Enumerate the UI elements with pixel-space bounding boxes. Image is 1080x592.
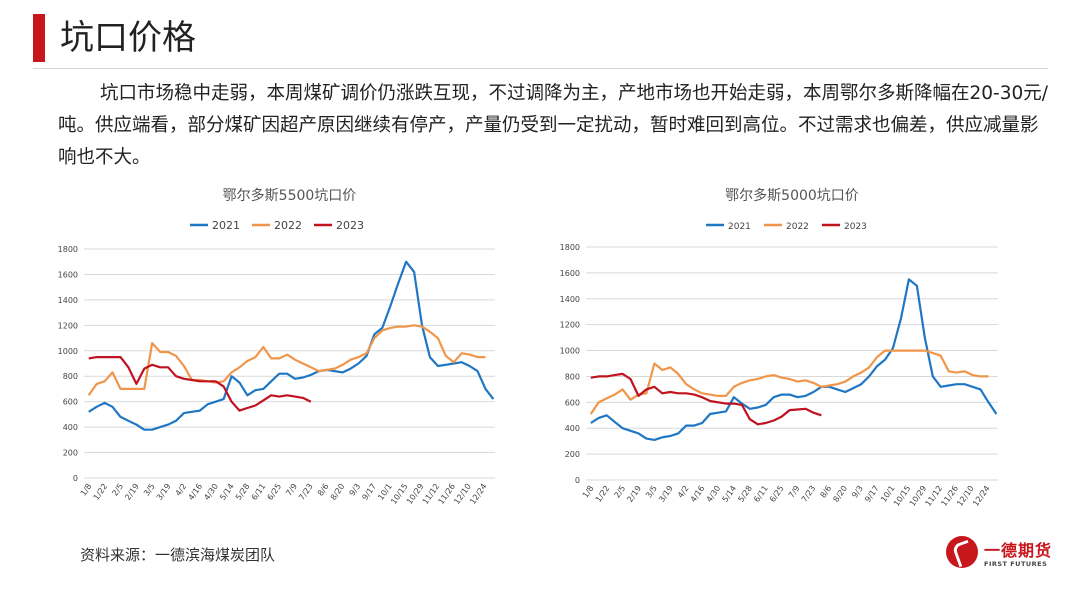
x-tick-label: 4/2 (676, 484, 691, 500)
chart-legend: 2021 2022 2023 (706, 222, 867, 232)
x-tick-label: 8/6 (316, 482, 331, 498)
chart-legend: 2021 2022 2023 (190, 219, 364, 232)
x-tick-label: 5/28 (736, 484, 754, 504)
chart-5500: 鄂尔多斯5500坑口价 2021 2022 2023 0 200 400 600 800 1000… (58, 187, 495, 506)
x-tick-label: 5/14 (218, 482, 236, 502)
x-tick-label: 7/9 (787, 484, 802, 500)
x-tick-label: 9/17 (863, 484, 881, 504)
x-tick-label: 3/5 (644, 484, 659, 500)
title-accent-bar (33, 14, 45, 62)
x-tick-label: 4/30 (705, 484, 723, 504)
x-tick-label: 6/11 (752, 484, 770, 504)
legend-label-2022: 2022 (274, 219, 302, 232)
series-line-2021 (590, 278, 998, 441)
page-title: 坑口价格 (60, 18, 196, 58)
y-tick-label: 800 (63, 372, 78, 381)
y-tick-label: 600 (565, 398, 580, 407)
x-tick-label: 3/5 (142, 482, 157, 498)
x-tick-label: 6/25 (266, 482, 284, 502)
y-tick-label: 1600 (560, 269, 580, 278)
y-tick-label: 0 (575, 476, 580, 485)
legend-label-2022: 2022 (786, 222, 809, 232)
y-tick-label: 0 (73, 474, 78, 483)
x-tick-label: 8/20 (831, 484, 849, 504)
x-tick-label: 8/6 (818, 484, 833, 500)
x-tick-label: 7/23 (800, 484, 818, 504)
y-tick-label: 1400 (58, 296, 78, 305)
brand-name-cn: 一德期货 (984, 541, 1053, 560)
y-tick-label: 1000 (560, 347, 580, 356)
brand-name-en: FIRST FUTURES (984, 560, 1048, 568)
y-tick-label: 200 (565, 450, 580, 459)
legend-label-2023: 2023 (336, 219, 364, 232)
series-line-2023 (590, 372, 822, 426)
series-line-2023 (88, 356, 312, 412)
x-tick-label: 1/22 (594, 484, 612, 504)
x-tick-label: 8/20 (329, 482, 347, 502)
x-tick-label: 1/8 (581, 484, 596, 500)
x-tick-label: 5/28 (234, 482, 252, 502)
x-tick-label: 5/14 (720, 484, 738, 504)
y-tick-label: 1400 (560, 295, 580, 304)
x-tick-label: 4/16 (187, 482, 205, 502)
x-tick-label: 7/23 (297, 482, 315, 502)
x-tick-label: 4/16 (689, 484, 707, 504)
y-tick-label: 200 (63, 449, 78, 458)
y-tick-label: 1600 (58, 270, 78, 279)
series-line-2021 (88, 260, 495, 431)
y-tick-label: 1800 (58, 245, 78, 254)
y-tick-label: 1000 (58, 347, 78, 356)
x-tick-label: 2/19 (123, 482, 141, 502)
legend-label-2021: 2021 (728, 222, 751, 232)
x-tick-label: 6/11 (250, 482, 268, 502)
legend-label-2023: 2023 (844, 222, 867, 232)
title-divider (33, 68, 1048, 69)
y-tick-label: 1200 (560, 321, 580, 330)
x-tick-label: 3/19 (657, 484, 675, 504)
x-tick-label: 7/9 (284, 482, 299, 498)
x-tick-label: 9/3 (348, 482, 363, 498)
y-tick-label: 400 (565, 424, 580, 433)
x-tick-label: 1/22 (92, 482, 110, 502)
source-note: 资料来源：一德滨海煤炭团队 (80, 546, 276, 564)
chart-5000: 鄂尔多斯5000坑口价 2021 2022 2023 0 200 400 600 800 1000… (560, 187, 998, 508)
summary-paragraph: 坑口市场稳中走弱，本周煤矿调价仍涨跌互现，不过调降为主，产地市场也开始走弱，本周… (58, 83, 1048, 168)
x-tick-label: 9/17 (360, 482, 378, 502)
series-line-2022 (87, 324, 486, 396)
x-tick-label: 2/5 (612, 484, 627, 500)
x-tick-label: 2/19 (625, 484, 643, 504)
legend-label-2021: 2021 (212, 219, 240, 232)
x-tick-label: 2/5 (110, 482, 125, 498)
chart-title: 鄂尔多斯5500坑口价 (223, 187, 357, 204)
y-tick-label: 800 (565, 372, 580, 381)
x-tick-label: 3/19 (155, 482, 173, 502)
brand-emblem-icon (946, 536, 978, 568)
y-tick-label: 1800 (560, 243, 580, 252)
y-tick-label: 400 (63, 423, 78, 432)
y-tick-label: 600 (63, 398, 78, 407)
chart-title: 鄂尔多斯5000坑口价 (725, 187, 859, 204)
x-tick-label: 9/3 (850, 484, 865, 500)
x-tick-label: 1/8 (79, 482, 94, 498)
x-tick-label: 4/2 (174, 482, 189, 498)
x-tick-label: 4/30 (202, 482, 220, 502)
series-line-2022 (589, 349, 989, 415)
y-tick-label: 1200 (58, 321, 78, 330)
brand-logo: 一德期货 FIRST FUTURES (946, 536, 1056, 576)
x-tick-label: 6/25 (768, 484, 786, 504)
x-tick-label: 12/24 (468, 482, 489, 506)
x-tick-label: 12/24 (971, 484, 992, 508)
